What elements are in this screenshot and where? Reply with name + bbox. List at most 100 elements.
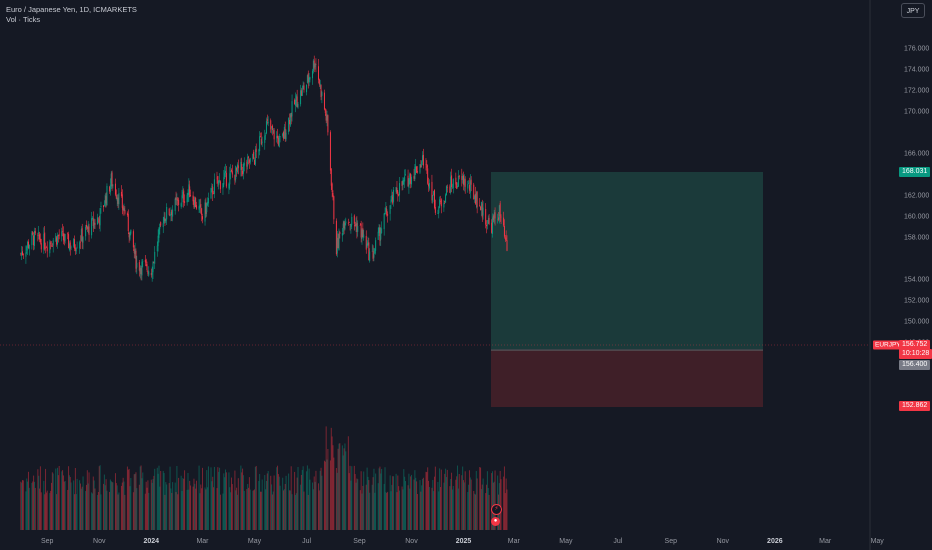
volume-bar: [368, 480, 370, 530]
volume-bar: [154, 468, 156, 530]
volume-bar: [31, 482, 33, 530]
candle-body: [384, 213, 386, 214]
volume-bar: [49, 493, 51, 530]
candle-body: [212, 187, 214, 195]
volume-bar: [282, 477, 284, 530]
price-tick-label: 154.000: [904, 276, 930, 284]
candle-body: [129, 231, 131, 240]
candle-body: [365, 236, 367, 250]
symbol-legend[interactable]: Euro / Japanese Yen, 1D, ICMARKETS: [6, 5, 137, 14]
candle-body: [99, 208, 101, 226]
candle-body: [235, 166, 237, 180]
candle-body: [402, 179, 404, 185]
volume-bar: [384, 467, 386, 530]
volume-bar: [44, 494, 46, 530]
time-tick-label: Sep: [664, 538, 677, 545]
candle-body: [266, 119, 268, 122]
candle-body: [265, 121, 267, 134]
candle-body: [80, 241, 82, 243]
volume-bar: [103, 483, 105, 530]
price-tick-label: 160.000: [904, 213, 930, 221]
candle-body: [438, 207, 440, 214]
volume-bar: [129, 486, 131, 530]
stop-loss-zone[interactable]: [491, 350, 763, 407]
volume-bar: [336, 472, 338, 530]
volume-bar: [79, 480, 81, 530]
candle-body: [81, 228, 83, 242]
candle-body: [231, 171, 233, 175]
candle-body: [503, 225, 505, 237]
candle-body: [192, 195, 194, 202]
time-tick-label: Jul: [613, 538, 623, 545]
candle-body: [213, 193, 215, 195]
volume-bar: [325, 426, 327, 530]
candle-body: [330, 168, 332, 186]
candle-body: [446, 187, 448, 188]
volume-bar: [164, 494, 166, 530]
volume-bar: [474, 494, 476, 530]
volume-bar: [228, 472, 230, 530]
chart-legend: Euro / Japanese Yen, 1D, ICMARKETS Vol ·…: [6, 5, 137, 25]
price-tick-label: 174.000: [904, 66, 930, 74]
volume-bar: [432, 479, 434, 530]
volume-bar: [105, 479, 107, 530]
candle-body: [391, 195, 393, 200]
candle-body: [115, 194, 117, 199]
volume-bar: [458, 473, 460, 530]
volume-bar: [211, 481, 213, 530]
volume-bar: [20, 481, 22, 530]
lightning-icon[interactable]: ⚡: [491, 504, 502, 515]
candle-body: [259, 136, 261, 137]
volume-bar: [506, 489, 508, 530]
candle-body: [234, 174, 236, 181]
volume-bar: [216, 488, 218, 530]
volume-bar: [330, 427, 332, 530]
volume-bar: [252, 490, 254, 530]
candle-body: [241, 163, 243, 170]
volume-bar: [158, 465, 160, 530]
candle-body: [306, 84, 308, 93]
candle-body: [80, 229, 82, 241]
volume-bar: [318, 490, 320, 530]
candle-body: [114, 183, 116, 195]
candle-body: [103, 205, 105, 208]
candle-body: [98, 218, 100, 224]
volume-bar: [343, 448, 345, 530]
candle-body: [168, 208, 170, 215]
candle-body: [475, 192, 477, 202]
event-flag-icon[interactable]: ●: [491, 517, 500, 526]
candle-body: [492, 217, 494, 234]
volume-bar: [182, 478, 184, 530]
volume-bar: [434, 476, 435, 530]
volume-bar: [150, 479, 152, 530]
volume-bar: [139, 466, 141, 530]
volume-bar: [461, 475, 463, 530]
candle-body: [223, 177, 225, 185]
volume-bar: [68, 475, 70, 530]
volume-bar: [124, 494, 126, 530]
candle-body: [253, 151, 255, 159]
volume-bar: [200, 484, 202, 530]
candle-body: [44, 232, 46, 249]
candle-body: [445, 186, 447, 196]
candle-body: [381, 228, 383, 233]
candle-body: [468, 184, 470, 191]
volume-bar: [486, 484, 488, 530]
volume-bar: [178, 477, 180, 530]
candle-body: [270, 120, 272, 130]
candle-body: [196, 205, 198, 209]
indicator-legend[interactable]: Vol · Ticks: [6, 15, 41, 24]
volume-bar: [353, 465, 355, 530]
volume-bar: [172, 482, 174, 530]
currency-button[interactable]: JPY: [901, 3, 925, 18]
candle-body: [249, 158, 251, 163]
candle-body: [387, 214, 389, 216]
target-profit-zone[interactable]: [491, 172, 763, 349]
candle-body: [393, 189, 395, 202]
candle-body: [294, 99, 296, 106]
volume-bar: [181, 490, 183, 530]
volume-bar: [260, 491, 262, 530]
volume-bar: [503, 476, 505, 530]
volume-bar: [307, 494, 309, 530]
